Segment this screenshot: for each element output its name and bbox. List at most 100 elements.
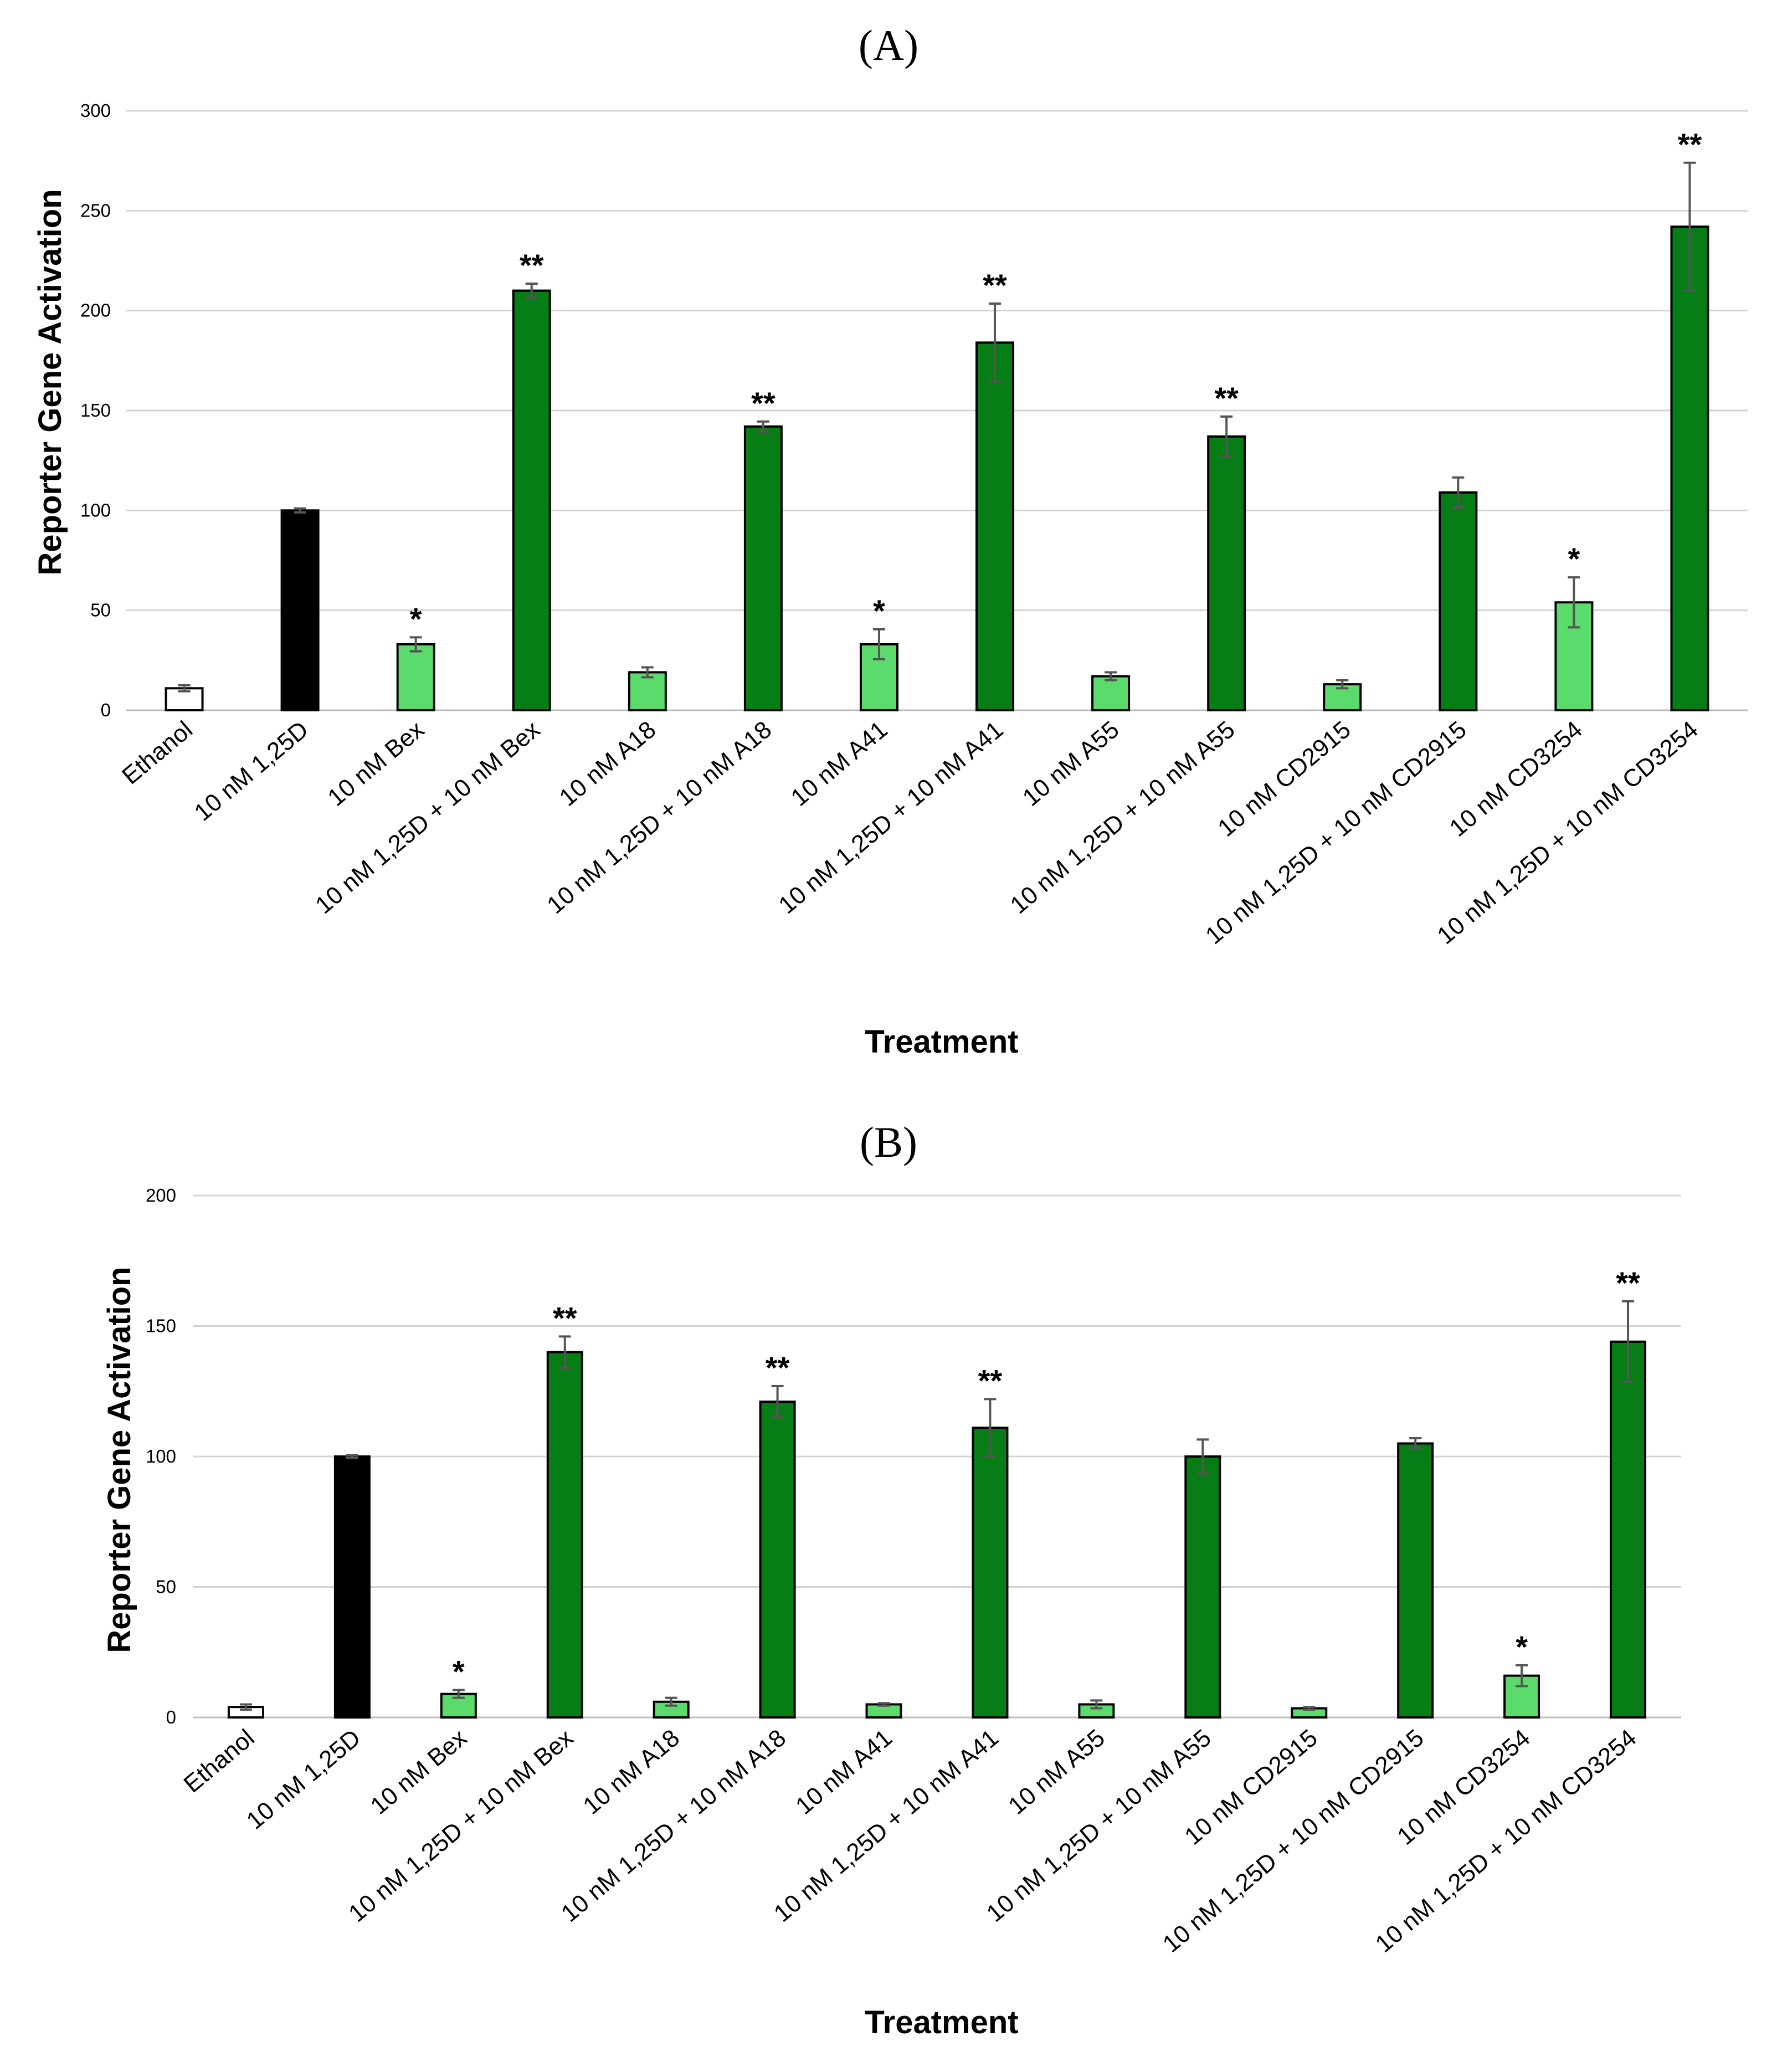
- panel-a-error-bar: [1220, 415, 1233, 458]
- panel-b-error-bar: [771, 1384, 784, 1419]
- panel-b-error-bar: [1622, 1300, 1635, 1383]
- panel-a-error-bar: [1568, 576, 1580, 629]
- panel-a-x-axis-title: Treatment: [865, 1024, 1018, 1060]
- panel-a-error-bar: [178, 684, 191, 693]
- panel-a-y-tick-label: 250: [80, 200, 111, 220]
- panel-b-y-tick-label: 150: [146, 1316, 176, 1336]
- panel-b-y-tick-label: 50: [156, 1577, 176, 1597]
- panel-a-error-bar: [757, 420, 769, 433]
- panel-b-y-axis-title: Reporter Gene Activation: [101, 1266, 137, 1653]
- panel-a-error-bar: [525, 282, 538, 299]
- panel-b-bar: [759, 1401, 796, 1719]
- panel-a-significance-mark: *: [873, 593, 885, 628]
- panel-a-x-tick-label: 10 nM 1,25D + 10 nM Bex: [310, 716, 545, 919]
- panel-a-y-tick-label: 150: [80, 400, 111, 420]
- panel-b-error-bar: [877, 1702, 890, 1707]
- panel-b-y-tick-label: 100: [146, 1446, 176, 1466]
- panel-b-error-bar: [984, 1398, 997, 1458]
- panel-b-x-tick-label: 10 nM 1,25D: [242, 1724, 366, 1834]
- panel-a-y-tick-labels: 0 50 100 150 200 250 300: [80, 100, 111, 720]
- panel-a-bar: [975, 341, 1015, 711]
- panel-b-significance-mark: *: [1516, 1629, 1528, 1664]
- panel-b-significance-marks: ***** *****: [453, 1265, 1640, 1689]
- panel-b-error-bar: [665, 1696, 677, 1707]
- panel-a-significance-mark: *: [1568, 541, 1580, 576]
- panel-a-error-bar: [1452, 476, 1465, 509]
- panel-a-error-bar: [989, 302, 1002, 383]
- panel-a-x-tick-label: 10 nM A18: [554, 716, 661, 812]
- panel-b-error-bars: [239, 1300, 1635, 1711]
- panel-b-error-bar: [1303, 1706, 1316, 1711]
- panel-b-x-tick-label: 10 nM A55: [1003, 1724, 1110, 1820]
- panel-b-bar: [1397, 1442, 1434, 1719]
- panel-a-significance-mark: **: [983, 268, 1007, 302]
- panel-a-title: (A): [859, 21, 918, 69]
- panel-a-bar: [1207, 435, 1246, 711]
- panel-a-error-bar: [1683, 161, 1696, 292]
- panel-b-title: (B): [860, 1118, 917, 1166]
- panel-b-x-tick-label: 10 nM 1,25D + 10 nM A18: [556, 1724, 791, 1927]
- panel-a-error-bar: [1105, 671, 1117, 681]
- panel-b-bar: [972, 1427, 1009, 1719]
- panel-a-error-bar: [641, 666, 654, 679]
- panel-b-y-tick-label: 200: [146, 1185, 176, 1206]
- panel-a-error-bars: [178, 161, 1696, 693]
- panel-a-error-bar: [294, 507, 306, 514]
- panel-a-y-tick-label: 50: [90, 600, 111, 620]
- panel-a-bar: [1670, 225, 1709, 712]
- panel-b-bar: [1184, 1455, 1221, 1719]
- panel-b-significance-mark: **: [553, 1300, 577, 1335]
- panel-a-error-bar: [409, 636, 422, 653]
- panel-a-bar: [280, 509, 320, 711]
- panel-b-significance-mark: **: [766, 1350, 790, 1385]
- panel-a-bar: [512, 289, 551, 711]
- panel-a-significance-mark: **: [751, 386, 775, 420]
- panel-a-bar: [1439, 491, 1478, 712]
- panel-b-y-tick-labels: 0 50 100 150 200: [146, 1185, 176, 1727]
- panel-a-bar: [396, 643, 435, 711]
- panel-a-significance-marks: *************: [410, 127, 1702, 637]
- panel-a-x-tick-label: Ethanol: [117, 716, 198, 789]
- panel-a-gridlines: [126, 110, 1748, 711]
- panel-a-y-tick-label: 200: [80, 300, 111, 321]
- panel-b-error-bar: [239, 1703, 252, 1711]
- panel-b-bar: [546, 1351, 583, 1719]
- panel-b-gridlines: [193, 1194, 1681, 1719]
- panel-a-bar: [1091, 675, 1131, 711]
- panel-b-bar: [1610, 1340, 1647, 1719]
- panel-a-x-tick-label: 10 nM 1,25D + 10 nM A18: [542, 716, 777, 919]
- panel-b-bar: [333, 1455, 371, 1719]
- panel-a-x-tick-label: 10 nM Bex: [322, 716, 429, 812]
- panel-a-x-tick-label: 10 nM A55: [1018, 716, 1124, 812]
- panel-b-significance-mark: *: [453, 1654, 465, 1689]
- panel-b-error-bar: [558, 1335, 571, 1369]
- panel-a-bars: [165, 225, 1709, 712]
- panel-b-x-tick-label: 10 nM A18: [578, 1724, 685, 1820]
- panel-b-x-tick-label: 10 nM Bex: [366, 1724, 473, 1820]
- panel-a-x-tick-label: 10 nM 1,25D: [189, 716, 314, 826]
- panel-b-error-bar: [1090, 1699, 1103, 1710]
- panel-b-significance-mark: **: [1616, 1265, 1640, 1300]
- panel-a-significance-mark: *: [410, 601, 422, 636]
- panel-b-x-tick-label: 10 nM 1,25D + 10 nM A41: [769, 1724, 1004, 1927]
- panel-b-x-tick-label: Ethanol: [179, 1724, 260, 1798]
- panel-a-bar: [628, 671, 667, 712]
- panel-a-error-bar: [872, 628, 885, 661]
- panel-b-y-tick-label: 0: [166, 1707, 176, 1727]
- panel-a-bar: [743, 425, 783, 711]
- panel-a-y-tick-label: 300: [80, 100, 111, 121]
- panel-a-x-tick-label: 10 nM 1,25D + 10 nM A41: [773, 716, 1008, 919]
- panel-b-x-tick-label: 10 nM 1,25D + 10 nM Bex: [343, 1724, 578, 1927]
- panel-b-bars: [227, 1340, 1647, 1719]
- panel-b-x-tick-label: 10 nM A41: [790, 1724, 897, 1820]
- panel-a-significance-mark: **: [1678, 127, 1702, 162]
- panel-a-y-axis-title: Reporter Gene Activation: [32, 189, 68, 575]
- panel-a-significance-mark: **: [520, 248, 544, 283]
- panel-a-x-tick-label: 10 nM A41: [786, 716, 893, 812]
- panel-a-y-tick-label: 0: [101, 700, 111, 720]
- panel-b-x-axis-title: Treatment: [865, 2004, 1018, 2040]
